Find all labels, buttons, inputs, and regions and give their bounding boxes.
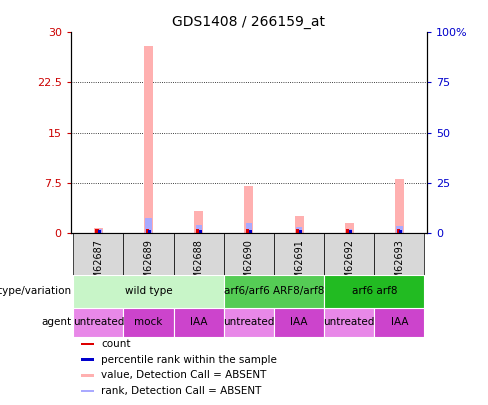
Bar <box>81 358 94 361</box>
Text: untreated: untreated <box>223 317 275 327</box>
Bar <box>174 307 224 337</box>
Bar <box>346 229 349 233</box>
Bar <box>324 275 425 307</box>
Text: agent: agent <box>41 317 71 327</box>
Title: GDS1408 / 266159_at: GDS1408 / 266159_at <box>172 15 325 29</box>
Bar <box>81 390 94 392</box>
Bar <box>295 216 304 233</box>
Bar <box>174 233 224 275</box>
Bar <box>374 307 425 337</box>
Text: IAA: IAA <box>290 317 308 327</box>
Bar <box>346 229 352 233</box>
Bar <box>324 307 374 337</box>
Text: untreated: untreated <box>73 317 124 327</box>
Text: GSM62692: GSM62692 <box>344 239 354 292</box>
Bar <box>123 233 174 275</box>
Bar <box>349 230 352 233</box>
Text: wild type: wild type <box>125 286 172 296</box>
Text: arf6 arf8: arf6 arf8 <box>351 286 397 296</box>
Bar <box>246 223 252 233</box>
Text: arf6/arf6 ARF8/arf8: arf6/arf6 ARF8/arf8 <box>224 286 324 296</box>
Bar <box>296 228 302 233</box>
Bar <box>397 229 400 233</box>
Bar <box>274 307 324 337</box>
Bar <box>296 229 299 233</box>
Text: value, Detection Call = ABSENT: value, Detection Call = ABSENT <box>101 370 266 380</box>
Bar <box>148 230 151 233</box>
Bar <box>196 229 199 233</box>
Text: IAA: IAA <box>190 317 207 327</box>
Text: GSM62689: GSM62689 <box>143 239 154 292</box>
Bar <box>123 307 174 337</box>
Bar <box>95 229 102 233</box>
Text: GSM62687: GSM62687 <box>93 239 103 292</box>
Bar <box>144 46 153 233</box>
Text: untreated: untreated <box>324 317 375 327</box>
Text: GSM62688: GSM62688 <box>194 239 203 292</box>
Bar <box>274 233 324 275</box>
Text: count: count <box>101 339 131 349</box>
Bar <box>224 275 324 307</box>
Text: IAA: IAA <box>391 317 408 327</box>
Text: GSM62693: GSM62693 <box>394 239 405 292</box>
Bar <box>299 230 302 233</box>
Bar <box>146 229 149 233</box>
Bar <box>73 307 123 337</box>
Bar <box>94 228 103 233</box>
Bar <box>324 233 374 275</box>
Bar <box>244 186 253 233</box>
Text: GSM62690: GSM62690 <box>244 239 254 292</box>
Text: rank, Detection Call = ABSENT: rank, Detection Call = ABSENT <box>101 386 262 396</box>
Bar <box>145 218 152 233</box>
Bar <box>194 211 203 233</box>
Bar <box>96 229 99 233</box>
Bar <box>224 307 274 337</box>
Bar <box>73 233 123 275</box>
Bar <box>249 230 252 233</box>
Bar <box>196 225 202 233</box>
Bar <box>399 230 402 233</box>
Bar <box>395 179 404 233</box>
Text: percentile rank within the sample: percentile rank within the sample <box>101 355 277 364</box>
Bar <box>81 374 94 377</box>
Bar <box>224 233 274 275</box>
Bar <box>345 223 354 233</box>
Text: genotype/variation: genotype/variation <box>0 286 71 296</box>
Text: mock: mock <box>134 317 163 327</box>
Bar <box>98 230 101 233</box>
Bar <box>374 233 425 275</box>
Bar <box>396 226 403 233</box>
Bar <box>73 275 224 307</box>
Bar <box>199 230 202 233</box>
Text: GSM62691: GSM62691 <box>294 239 304 292</box>
Bar <box>246 229 249 233</box>
Bar <box>81 343 94 345</box>
